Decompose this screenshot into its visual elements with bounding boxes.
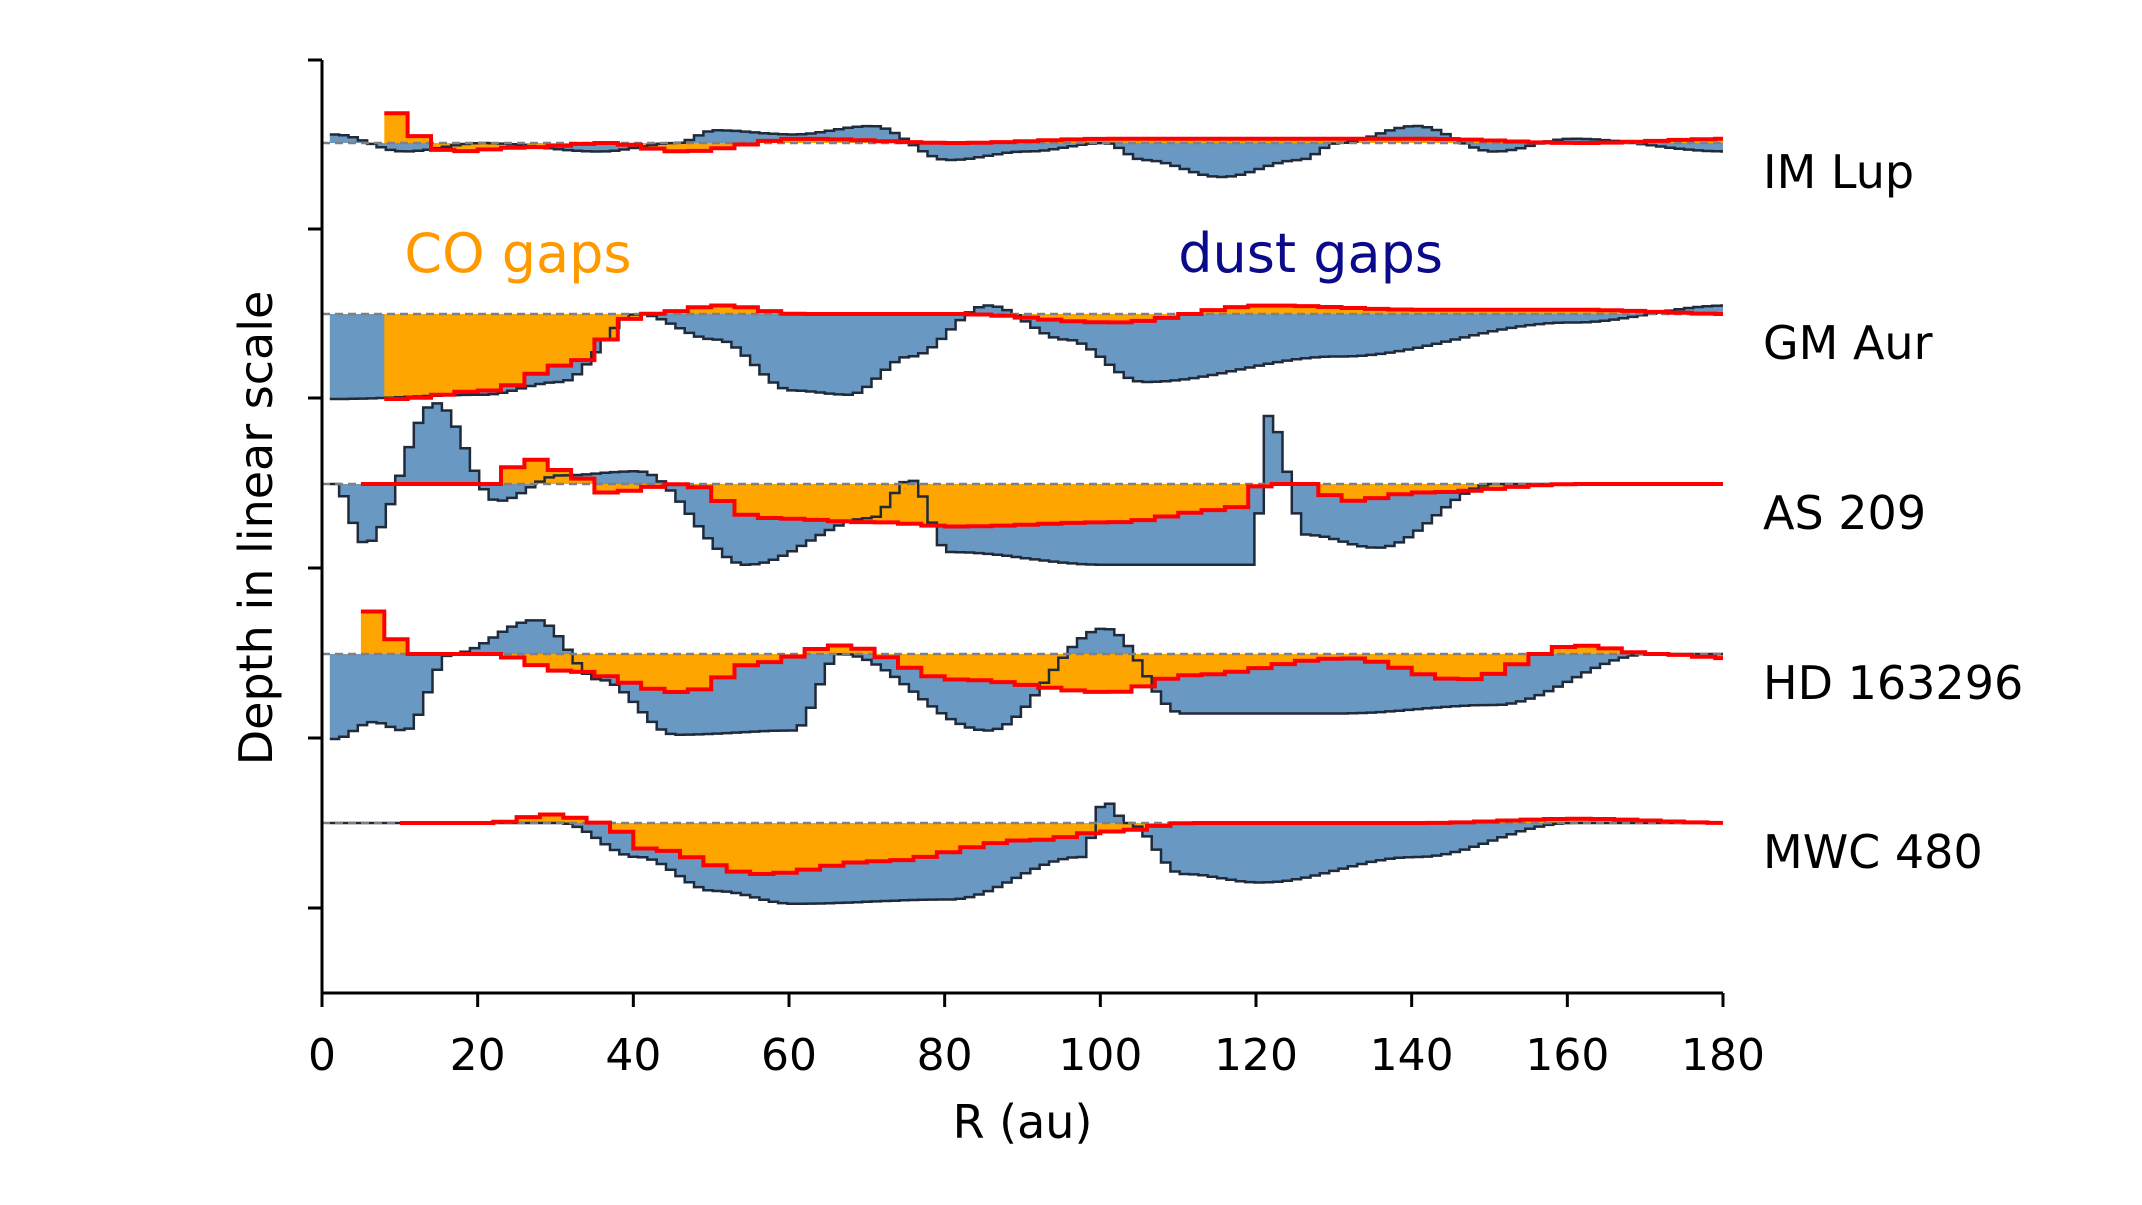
x-tick-label: 40 (605, 1030, 661, 1081)
dust-gap-fill (329, 305, 1723, 399)
co-gaps-annotation: CO gaps (404, 222, 631, 285)
disk-panel-as-209 (322, 402, 1723, 567)
disk-labels: IM Lup GM Aur AS 209 HD 163296 MWC 480 (1763, 145, 2023, 879)
co-gap-fill (360, 459, 1723, 527)
co-profile-line (384, 111, 1723, 154)
co-profile-line (360, 457, 1723, 529)
disk-label-mwc-480: MWC 480 (1763, 825, 1983, 879)
x-tick-label: 0 (308, 1030, 336, 1081)
x-tick-label: 140 (1370, 1030, 1454, 1081)
disk-panel-im-lup (322, 111, 1723, 179)
disk-panel-hd-163296 (322, 609, 1723, 741)
co-profile-line (399, 812, 1723, 876)
x-tick-label: 80 (917, 1030, 973, 1081)
x-tick-label: 100 (1058, 1030, 1142, 1081)
dust-gaps-annotation: dust gaps (1178, 222, 1443, 285)
co-profile-line (384, 303, 1723, 401)
dust-profile-line (329, 802, 1723, 905)
disk-label-as-209: AS 209 (1763, 486, 1926, 540)
dust-profile-line (329, 619, 1723, 741)
dust-profile-line (329, 124, 1723, 179)
dust-profile-line (329, 304, 1723, 401)
axes: 0 20 40 60 80 100 120 140 160 180 (308, 58, 1765, 1081)
x-tick-label: 20 (450, 1030, 506, 1081)
disk-panels (322, 111, 1723, 905)
x-tick-label: 120 (1214, 1030, 1298, 1081)
x-axis-title: R (au) (953, 1095, 1093, 1149)
y-axis-title: Depth in linear scale (229, 291, 283, 766)
y-ticks (308, 58, 322, 910)
disk-panel-gm-aur (322, 303, 1723, 401)
disk-label-hd-163296: HD 163296 (1763, 656, 2023, 710)
x-tick-label: 60 (761, 1030, 817, 1081)
co-profile-line (360, 609, 1723, 694)
x-ticks: 0 20 40 60 80 100 120 140 160 180 (308, 993, 1765, 1081)
disk-panel-mwc-480 (322, 802, 1723, 905)
co-gap-fill (399, 814, 1723, 874)
x-tick-label: 160 (1525, 1030, 1609, 1081)
x-tick-label: 180 (1681, 1030, 1765, 1081)
disk-label-gm-aur: GM Aur (1763, 316, 1933, 370)
dust-profile-line (329, 402, 1723, 567)
disk-label-im-lup: IM Lup (1763, 145, 1914, 199)
co-gap-fill (360, 611, 1723, 692)
